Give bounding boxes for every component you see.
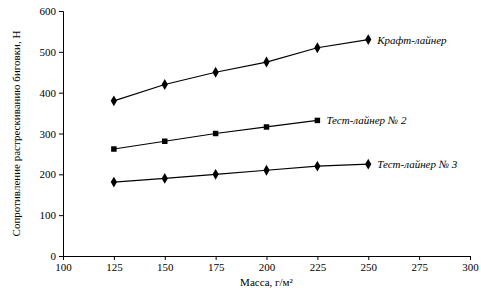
y-tick-label: 0 — [51, 250, 57, 262]
y-tick: 600 — [40, 5, 64, 17]
x-tick-mark — [216, 256, 217, 260]
series-label: Тест-лайнер № 3 — [377, 158, 458, 170]
y-tick-label: 300 — [40, 128, 57, 140]
series-marker — [212, 169, 218, 180]
y-tick: 400 — [40, 87, 64, 99]
x-tick-mark — [419, 256, 420, 260]
marks — [111, 34, 372, 187]
series-marker — [263, 165, 269, 176]
series-label: Тест-лайнер № 2 — [326, 114, 407, 126]
y-tick-mark — [59, 174, 63, 175]
x-tick-label: 225 — [310, 261, 327, 273]
y-tick-mark — [59, 134, 63, 135]
y-tick-mark — [59, 215, 63, 216]
x-tick: 150 — [157, 256, 174, 273]
x-tick-mark — [165, 256, 166, 260]
x-tick-mark — [317, 256, 318, 260]
y-tick: 200 — [40, 168, 64, 180]
x-tick: 100 — [55, 256, 72, 273]
x-tick-label: 150 — [157, 261, 174, 273]
series-marker — [162, 79, 168, 90]
series-labels: Крафт-лайнер Тест-лайнер № 2 Тест-лайнер №… — [326, 34, 457, 171]
y-axis-title: Сопротивление растрескиванию биговки, Н — [10, 31, 22, 237]
x-tick-label: 250 — [361, 261, 378, 273]
series-label: Крафт-лайнер — [376, 34, 447, 46]
series-marker — [365, 34, 371, 45]
y-axis-line — [59, 12, 64, 257]
series-marker — [213, 131, 218, 136]
y-tick-mark — [59, 256, 63, 257]
series-line — [114, 120, 318, 149]
x-tick: 300 — [462, 256, 479, 273]
x-tick: 125 — [106, 256, 123, 273]
y-tick-mark — [59, 52, 63, 53]
x-axis-line — [64, 257, 471, 261]
x-tick: 250 — [361, 256, 378, 273]
series-marker — [111, 177, 117, 188]
chart: 1001251501752002252502753000100200300400… — [0, 0, 481, 291]
x-tick: 225 — [310, 256, 327, 273]
series-marker — [162, 173, 168, 184]
x-tick-mark — [267, 256, 268, 260]
y-axis: 0 100 200 300 400 500 600 — [40, 5, 64, 262]
series-line — [114, 40, 368, 101]
series-marker — [314, 42, 320, 53]
y-tick-label: 400 — [40, 87, 57, 99]
x-tick: 200 — [259, 256, 276, 273]
series-marker — [314, 161, 320, 172]
series-marker — [263, 57, 269, 68]
x-tick-mark — [368, 256, 369, 260]
y-tick: 0 — [51, 250, 64, 262]
x-axis: 100 125 150 175 200 225 250 275 300 — [55, 256, 479, 273]
x-tick-mark — [470, 256, 471, 260]
x-tick-label: 200 — [259, 261, 276, 273]
y-tick: 300 — [40, 128, 64, 140]
y-tick-label: 600 — [40, 5, 57, 17]
y-tick: 500 — [40, 46, 64, 58]
x-tick-mark — [114, 256, 115, 260]
series-line — [114, 164, 368, 182]
series-marker — [365, 159, 371, 170]
series-marker — [111, 95, 117, 106]
x-tick: 275 — [411, 256, 428, 273]
x-tick-label: 125 — [106, 261, 123, 273]
y-tick-label: 100 — [40, 209, 57, 221]
series-marker — [264, 124, 269, 129]
y-tick-label: 500 — [40, 46, 57, 58]
y-tick: 100 — [40, 209, 64, 221]
y-tick-label: 200 — [40, 168, 57, 180]
series-marker — [315, 118, 320, 123]
x-tick: 175 — [208, 256, 225, 273]
x-tick-label: 100 — [55, 261, 72, 273]
series-marker — [162, 139, 167, 144]
x-tick-label: 275 — [411, 261, 428, 273]
x-tick-label: 300 — [462, 261, 479, 273]
x-tick-label: 175 — [208, 261, 225, 273]
x-axis-title: Масса, г/м² — [240, 276, 293, 288]
y-tick-mark — [59, 93, 63, 94]
series-marker — [111, 146, 116, 151]
y-tick-mark — [59, 11, 63, 12]
series-marker — [212, 67, 218, 78]
plot: 1001251501752002252502753000100200300400… — [40, 5, 480, 273]
